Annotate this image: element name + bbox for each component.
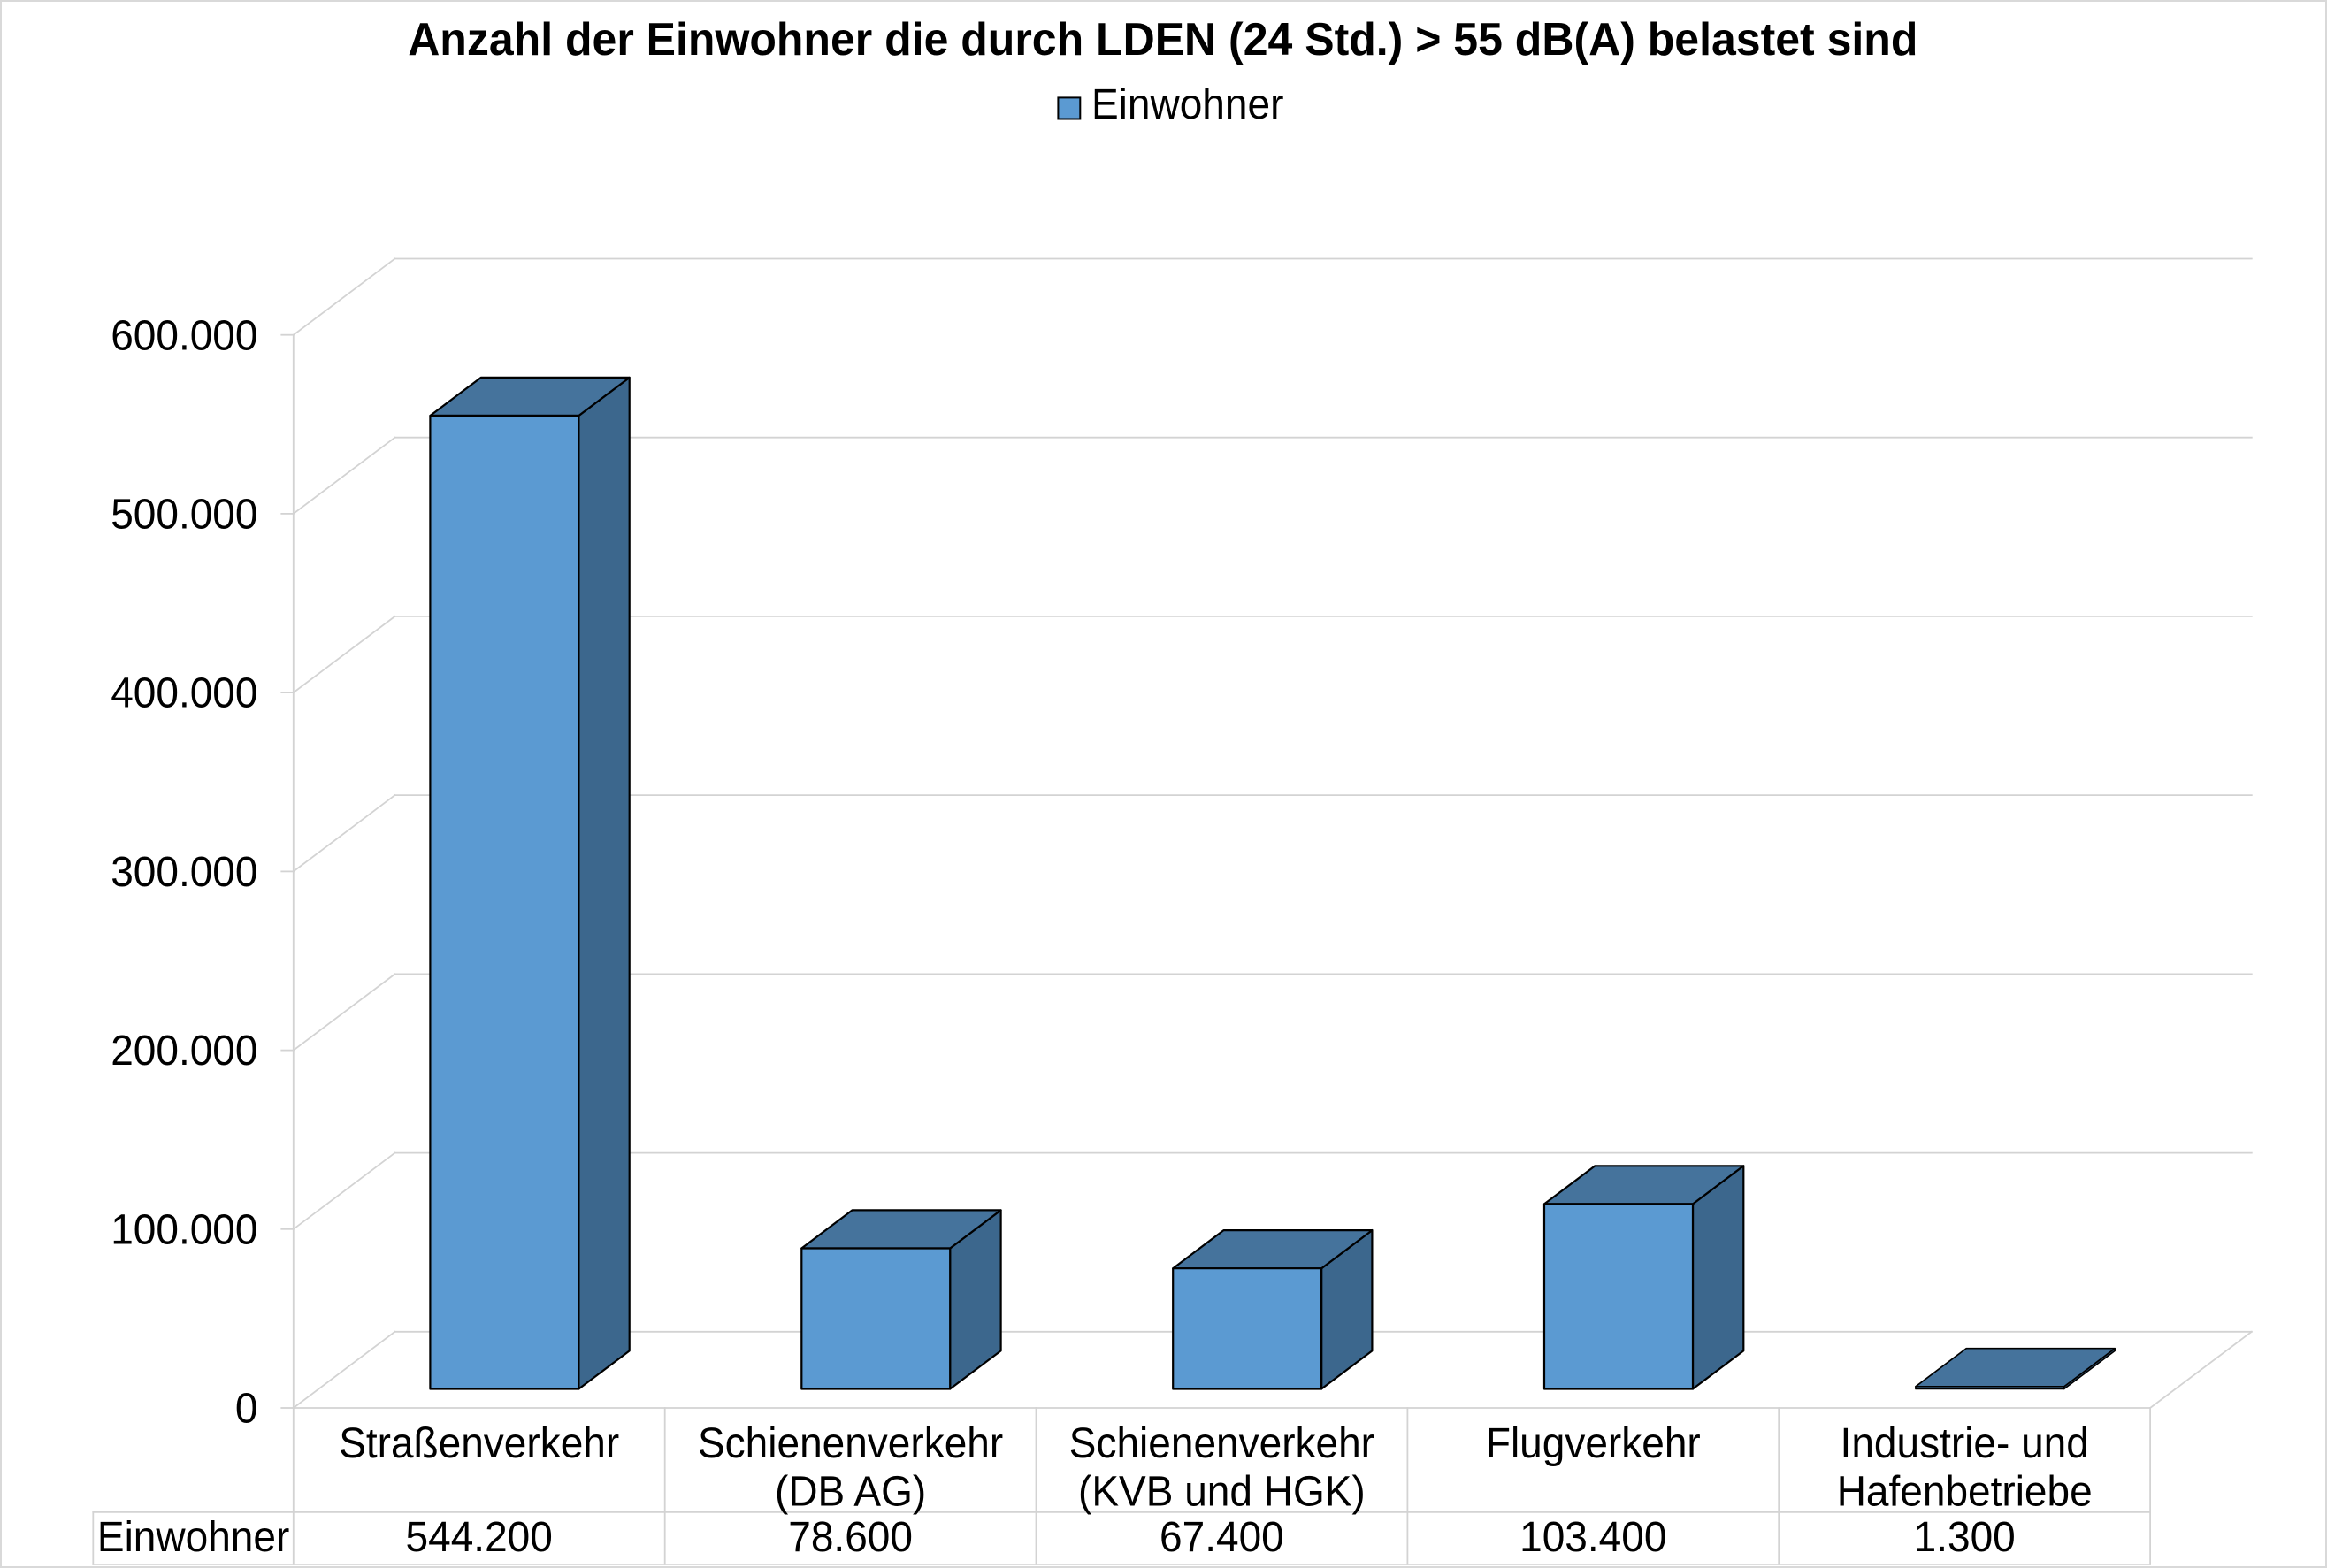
svg-text:Straßenverkehr: Straßenverkehr <box>339 1419 619 1467</box>
svg-text:Anzahl der Einwohner die durch: Anzahl der Einwohner die durch LDEN (24 … <box>408 14 1917 65</box>
svg-text:Schienenverkehr: Schienenverkehr <box>1069 1419 1374 1467</box>
svg-text:500.000: 500.000 <box>111 491 257 539</box>
svg-text:0: 0 <box>235 1385 258 1433</box>
svg-text:Schienenverkehr: Schienenverkehr <box>698 1419 1003 1467</box>
svg-text:Einwohner: Einwohner <box>1091 80 1283 128</box>
svg-text:200.000: 200.000 <box>111 1027 257 1075</box>
svg-text:1.300: 1.300 <box>1914 1513 2016 1561</box>
svg-text:100.000: 100.000 <box>111 1205 257 1253</box>
svg-text:(KVB und HGK): (KVB und HGK) <box>1078 1467 1366 1515</box>
svg-text:78.600: 78.600 <box>788 1513 913 1561</box>
svg-text:300.000: 300.000 <box>111 848 257 896</box>
svg-text:Hafenbetriebe: Hafenbetriebe <box>1837 1467 2093 1515</box>
svg-text:67.400: 67.400 <box>1160 1513 1284 1561</box>
svg-text:103.400: 103.400 <box>1519 1513 1666 1561</box>
svg-text:544.200: 544.200 <box>406 1513 553 1561</box>
svg-text:600.000: 600.000 <box>111 311 257 359</box>
svg-text:400.000: 400.000 <box>111 669 257 717</box>
svg-text:(DB AG): (DB AG) <box>775 1467 926 1515</box>
svg-text:Einwohner: Einwohner <box>97 1513 289 1561</box>
svg-text:Industrie- und: Industrie- und <box>1841 1419 2089 1467</box>
svg-text:Flugverkehr: Flugverkehr <box>1486 1419 1701 1467</box>
